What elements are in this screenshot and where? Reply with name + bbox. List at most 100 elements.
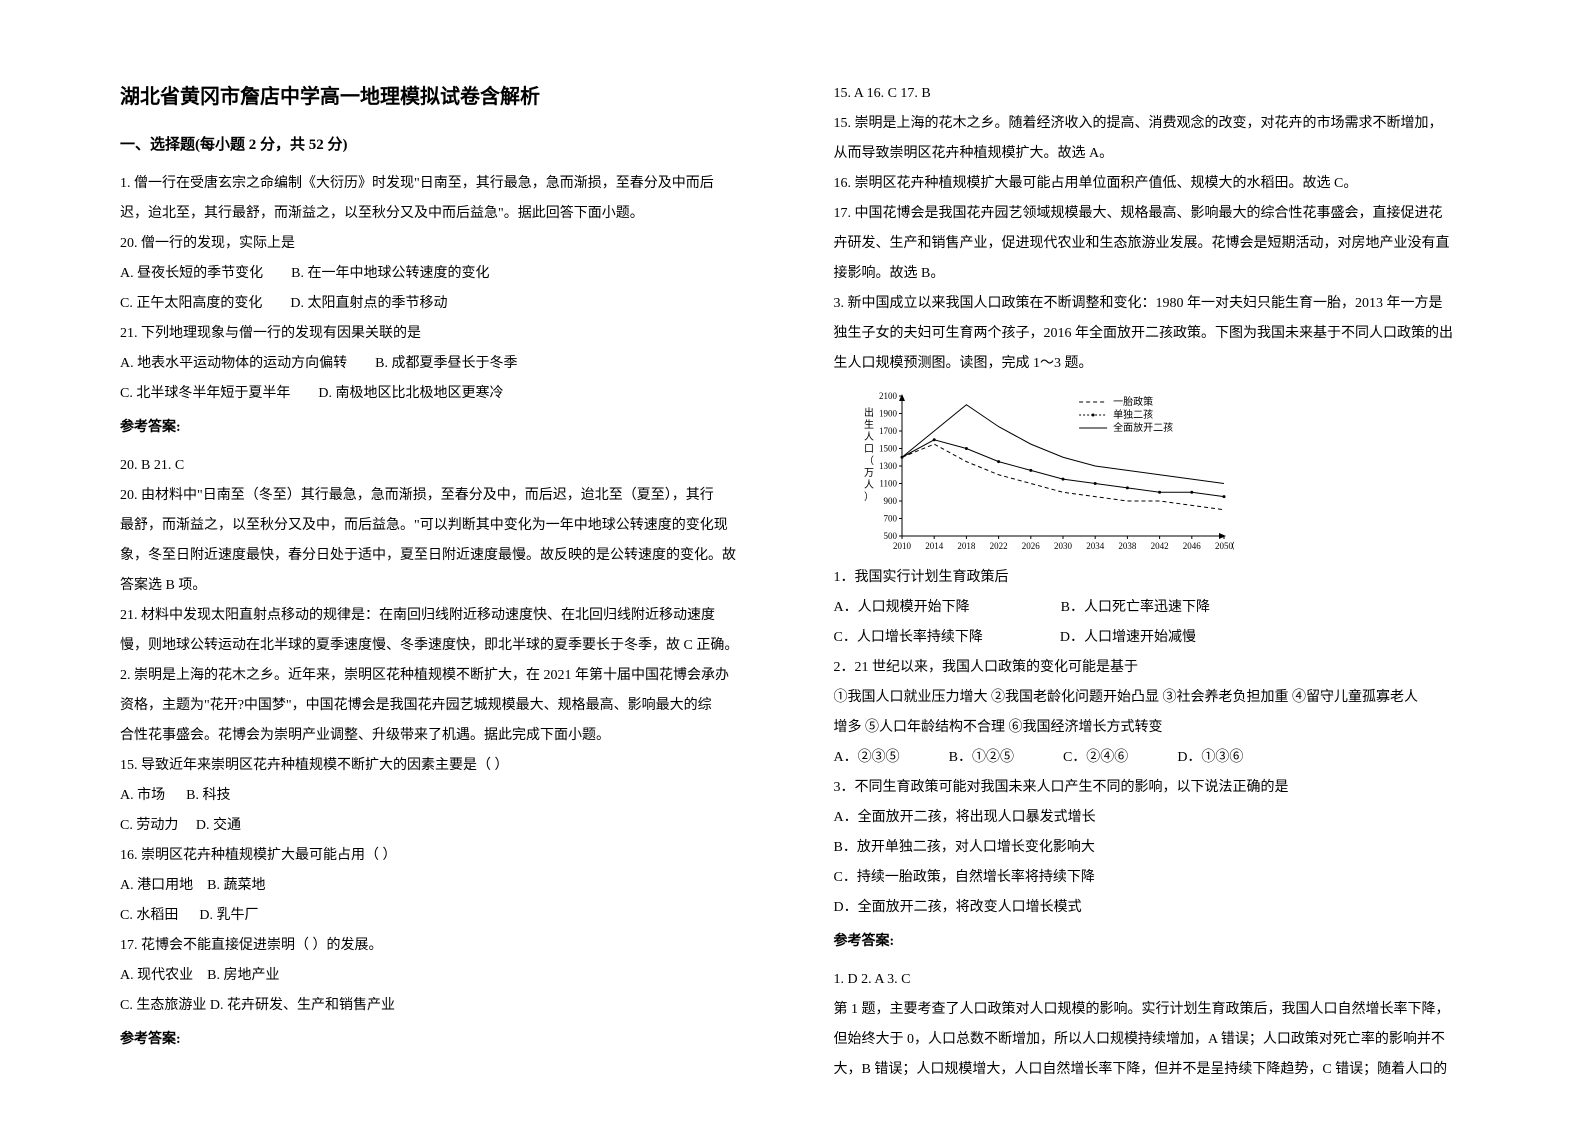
explanation: 卉研发、生产和销售产业，促进现代农业和生态旅游业发展。花博会是短期活动，对房地产… <box>834 230 1468 258</box>
q17-stem: 17. 花博会不能直接促进崇明（ ）的发展。 <box>120 932 754 960</box>
q17-c: C. 生态旅游业 <box>120 998 206 1013</box>
explanation: 最舒，而渐益之，以至秋分又及中，而后益急。"可以判断其中变化为一年中地球公转速度… <box>120 512 754 540</box>
svg-text:一胎政策: 一胎政策 <box>1113 395 1153 408</box>
explanation: 答案选 B 项。 <box>120 572 754 600</box>
option-row: C. 正午太阳高度的变化 D. 太阳直射点的季节移动 <box>120 290 754 318</box>
answer-label: 参考答案: <box>120 414 754 442</box>
q3-stem: 独生子女的夫妇可生育两个孩子，2016 年全面放开二孩政策。下图为我国未来基于不… <box>834 320 1468 348</box>
svg-text:单独二孩: 单独二孩 <box>1113 408 1153 421</box>
q3-2-stem: 2．21 世纪以来，我国人口政策的变化可能是基于 <box>834 654 1468 682</box>
option-row: A. 港口用地 B. 蔬菜地 <box>120 872 754 900</box>
svg-text:1500: 1500 <box>879 444 898 454</box>
svg-text:2022: 2022 <box>989 541 1007 551</box>
q3-2-opts: ①我国人口就业压力增大 ②我国老龄化问题开始凸显 ③社会养老负担加重 ④留守儿童… <box>834 684 1468 712</box>
q3-1-a: A．人口规模开始下降 <box>834 600 970 615</box>
q15-c: C. 劳动力 <box>120 818 178 833</box>
option-row: A．②③⑤ B．①②⑤ C．②④⑥ D．①③⑥ <box>834 744 1468 772</box>
section-heading: 一、选择题(每小题 2 分，共 52 分) <box>120 133 754 154</box>
option-row: A. 市场 B. 科技 <box>120 782 754 810</box>
explanation: 21. 材料中发现太阳直射点移动的规律是：在南回归线附近移动速度快、在北回归线附… <box>120 602 754 630</box>
q2-stem: 资格，主题为"花开?中国梦"，中国花博会是我国花卉园艺城规模最大、规格最高、影响… <box>120 692 754 720</box>
explanation: 象，冬至日附近速度最快，春分日处于适中，夏至日附近速度最慢。故反映的是公转速度的… <box>120 542 754 570</box>
option-row: C. 水稻田 D. 乳牛厂 <box>120 902 754 930</box>
svg-text:2030: 2030 <box>1054 541 1073 551</box>
q3-2-d: D．①③⑥ <box>1177 750 1243 765</box>
q20-a: A. 昼夜长短的季节变化 <box>120 266 263 281</box>
svg-text:出: 出 <box>864 406 874 419</box>
q21-c: C. 北半球冬半年短于夏半年 <box>120 386 290 401</box>
q16-b: B. 蔬菜地 <box>207 878 265 893</box>
option-row: C. 劳动力 D. 交通 <box>120 812 754 840</box>
q3-3-stem: 3．不同生育政策可能对我国未来人口产生不同的影响，以下说法正确的是 <box>834 774 1468 802</box>
q3-2-b: B．①②⑤ <box>949 750 1014 765</box>
svg-text:2010: 2010 <box>893 541 912 551</box>
svg-text:（年）: （年） <box>1226 540 1234 551</box>
q21-d: D. 南极地区比北极地区更寒冷 <box>318 386 503 401</box>
q15-b: B. 科技 <box>186 788 230 803</box>
q21-a: A. 地表水平运动物体的运动方向偏转 <box>120 356 347 371</box>
svg-text:生: 生 <box>864 418 874 431</box>
chart-svg: 5007009001100130015001700190021002010201… <box>854 388 1234 558</box>
q3-stem: 3. 新中国成立以来我国人口政策在不断调整和变化：1980 年一对夫妇只能生育一… <box>834 290 1468 318</box>
q3-stem: 生人口规模预测图。读图，完成 1～3 题。 <box>834 350 1468 378</box>
svg-text:2026: 2026 <box>1021 541 1040 551</box>
svg-text:500: 500 <box>883 531 897 541</box>
svg-text:900: 900 <box>883 496 897 506</box>
option-row: C. 生态旅游业 D. 花卉研发、生产和销售产业 <box>120 992 754 1020</box>
svg-text:1700: 1700 <box>879 426 898 436</box>
svg-text:2100: 2100 <box>879 391 898 401</box>
q20-b: B. 在一年中地球公转速度的变化 <box>291 266 489 281</box>
q3-2-opts: 增多 ⑤人口年龄结构不合理 ⑥我国经济增长方式转变 <box>834 714 1468 742</box>
explanation: 大，B 错误；人口规模增大，人口自然增长率下降，但并不是呈持续下降趋势，C 错误… <box>834 1056 1468 1084</box>
q3-1-c: C．人口增长率持续下降 <box>834 630 983 645</box>
svg-text:）: ） <box>864 491 874 503</box>
explanation: 慢，则地球公转运动在北半球的夏季速度慢、冬季速度快，即北半球的夏季要长于冬季，故… <box>120 632 754 660</box>
explanation: 从而导致崇明区花卉种植规模扩大。故选 A。 <box>834 140 1468 168</box>
q15-a: A. 市场 <box>120 788 165 803</box>
svg-text:全面放开二孩: 全面放开二孩 <box>1113 421 1173 434</box>
q3-1-stem: 1．我国实行计划生育政策后 <box>834 564 1468 592</box>
q16-c: C. 水稻田 <box>120 908 178 923</box>
q3-3-a: A．全面放开二孩，将出现人口暴发式增长 <box>834 804 1468 832</box>
right-column: 15. A 16. C 17. B 15. 崇明是上海的花木之乡。随着经济收入的… <box>794 80 1488 1082</box>
q20-stem: 20. 僧一行的发现，实际上是 <box>120 230 754 258</box>
explanation: 20. 由材料中"日南至（冬至）其行最急，急而渐损，至春分及中，而后迟，迨北至（… <box>120 482 754 510</box>
explanation: 第 1 题，主要考查了人口政策对人口规模的影响。实行计划生育政策后，我国人口自然… <box>834 996 1468 1024</box>
q1-stem: 迟，迨北至，其行最舒，而渐益之，以至秋分又及中而后益急"。据此回答下面小题。 <box>120 200 754 228</box>
q15-stem: 15. 导致近年来崇明区花卉种植规模不断扩大的因素主要是（ ） <box>120 752 754 780</box>
q15-d: D. 交通 <box>196 818 241 833</box>
q3-3-d: D．全面放开二孩，将改变人口增长模式 <box>834 894 1468 922</box>
q2-stem: 2. 崇明是上海的花木之乡。近年来，崇明区花种植规模不断扩大，在 2021 年第… <box>120 662 754 690</box>
q3-2-c: C．②④⑥ <box>1063 750 1128 765</box>
q1-stem: 1. 僧一行在受唐玄宗之命编制《大衍历》时发现"日南至，其行最急，急而渐损，至春… <box>120 170 754 198</box>
q20-d: D. 太阳直射点的季节移动 <box>290 296 447 311</box>
svg-text:人: 人 <box>864 431 874 443</box>
svg-text:人: 人 <box>864 479 874 491</box>
q3-3-b: B．放开单独二孩，对人口增长变化影响大 <box>834 834 1468 862</box>
svg-text:万: 万 <box>864 468 874 479</box>
answers: 20. B 21. C <box>120 452 754 480</box>
q2-stem: 合性花事盛会。花博会为崇明产业调整、升级带来了机遇。据此完成下面小题。 <box>120 722 754 750</box>
q17-a: A. 现代农业 <box>120 968 193 983</box>
option-row: A. 昼夜长短的季节变化 B. 在一年中地球公转速度的变化 <box>120 260 754 288</box>
svg-text:2038: 2038 <box>1118 541 1137 551</box>
svg-text:2034: 2034 <box>1086 541 1105 551</box>
q3-3-c: C．持续一胎政策，自然增长率将持续下降 <box>834 864 1468 892</box>
answers: 15. A 16. C 17. B <box>834 80 1468 108</box>
explanation: 但始终大于 0，人口总数不断增加，所以人口规模持续增加，A 错误；人口政策对死亡… <box>834 1026 1468 1054</box>
q3-1-d: D．人口增速开始减慢 <box>1060 630 1196 645</box>
q20-c: C. 正午太阳高度的变化 <box>120 296 262 311</box>
page-title: 湖北省黄冈市詹店中学高一地理模拟试卷含解析 <box>120 80 754 109</box>
svg-text:1900: 1900 <box>879 409 898 419</box>
q3-1-b: B．人口死亡率迅速下降 <box>1061 600 1210 615</box>
svg-text:2042: 2042 <box>1150 541 1168 551</box>
q3-2-a: A．②③⑤ <box>834 750 900 765</box>
q16-d: D. 乳牛厂 <box>199 908 258 923</box>
svg-text:2018: 2018 <box>957 541 976 551</box>
q17-d: D. 花卉研发、生产和销售产业 <box>210 998 395 1013</box>
q16-a: A. 港口用地 <box>120 878 193 893</box>
explanation: 15. 崇明是上海的花木之乡。随着经济收入的提高、消费观念的改变，对花卉的市场需… <box>834 110 1468 138</box>
option-row: C．人口增长率持续下降 D．人口增速开始减慢 <box>834 624 1468 652</box>
option-row: C. 北半球冬半年短于夏半年 D. 南极地区比北极地区更寒冷 <box>120 380 754 408</box>
svg-text:口: 口 <box>864 444 874 455</box>
